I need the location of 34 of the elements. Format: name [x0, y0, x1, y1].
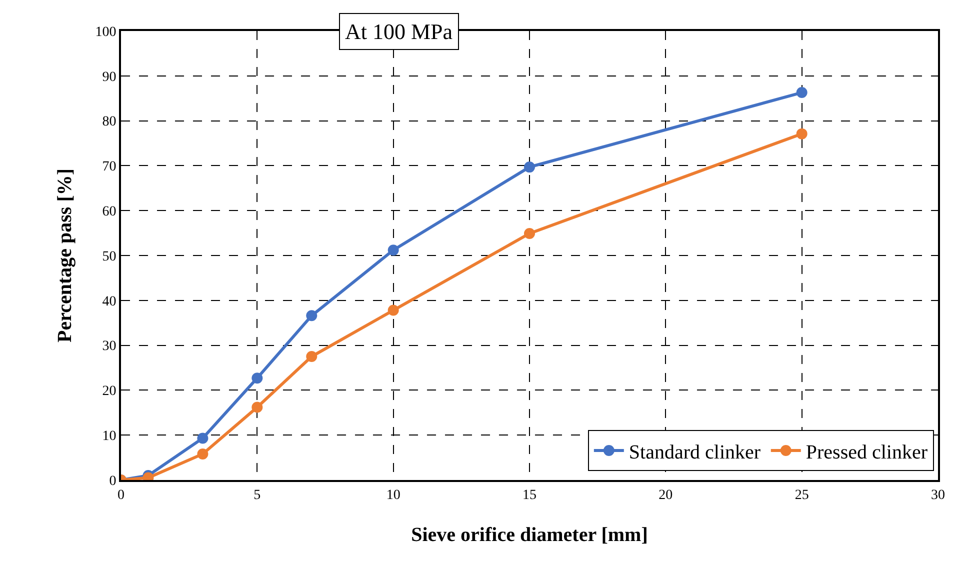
- y-tick-label: 10: [102, 429, 116, 444]
- point: [796, 87, 808, 98]
- x-tick-label: 15: [522, 488, 536, 503]
- point: [306, 310, 318, 322]
- y-tick-label: 60: [102, 204, 116, 220]
- point: [197, 432, 208, 444]
- x-tick-label: 20: [658, 488, 673, 503]
- y-tick-label: 40: [102, 294, 116, 310]
- legend-label: Pressed clinker: [806, 441, 928, 464]
- y-tick-label: 0: [109, 474, 116, 489]
- x-axis-title: Sieve orifice diameter [mm]: [411, 524, 648, 546]
- point: [388, 304, 399, 316]
- y-tick-label: 30: [102, 339, 116, 354]
- chart-title: At 100 MPa: [345, 19, 453, 44]
- y-tick-label: 20: [102, 384, 116, 400]
- point: [252, 372, 263, 384]
- point: [306, 351, 318, 362]
- x-tick-label: 30: [931, 488, 945, 503]
- y-tick-label: 80: [102, 114, 116, 130]
- y-axis-title: Percentage pass [%]: [54, 168, 76, 343]
- point: [252, 402, 263, 413]
- y-tick-label: 100: [95, 24, 116, 40]
- point: [388, 244, 399, 256]
- y-tick-label: 50: [102, 249, 116, 264]
- x-tick-label: 10: [386, 488, 400, 503]
- y-tick-label: 90: [102, 70, 116, 85]
- point: [796, 128, 808, 140]
- x-tick-label: 25: [794, 488, 809, 503]
- legend-label: Standard clinker: [628, 441, 761, 464]
- point: [524, 228, 535, 239]
- y-tick-label: 70: [102, 160, 116, 175]
- x-tick-label: 5: [254, 488, 261, 503]
- point: [197, 448, 208, 460]
- point: [524, 162, 535, 173]
